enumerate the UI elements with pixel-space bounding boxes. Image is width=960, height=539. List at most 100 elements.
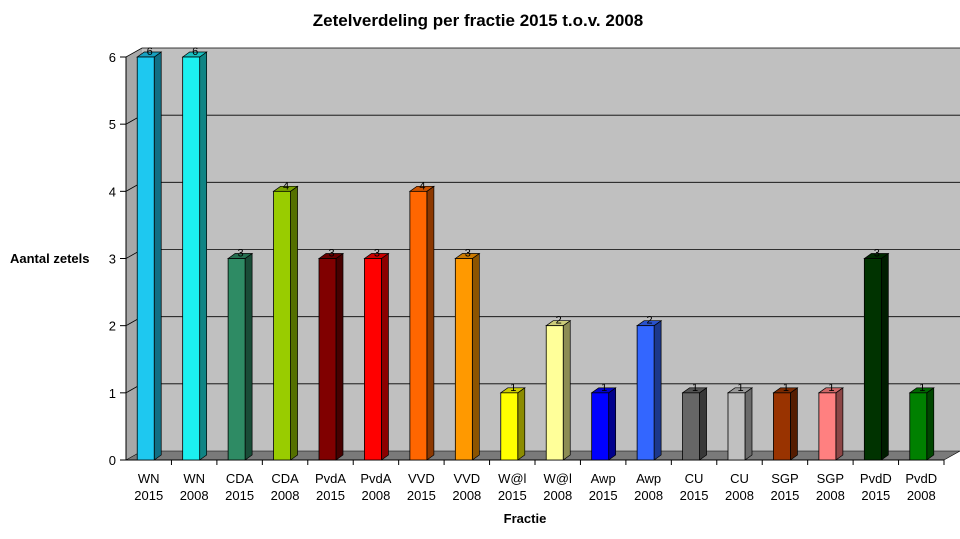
x-tick-label-year: 2015: [589, 488, 618, 503]
bar: [318, 258, 337, 461]
bar-side: [880, 252, 889, 461]
bar-side: [290, 185, 298, 461]
bar: [636, 325, 655, 461]
data-label: 1: [783, 382, 789, 394]
data-label: 4: [419, 180, 425, 192]
data-label: 3: [328, 248, 334, 260]
bar-side: [699, 387, 707, 461]
x-tick-label: CDA: [226, 471, 254, 486]
x-tick-label-year: 2015: [861, 488, 890, 503]
x-tick-label-year: 2008: [452, 488, 481, 503]
data-label: 6: [192, 46, 198, 58]
x-tick-label: PvdA: [315, 471, 346, 486]
x-tick-label: CU: [685, 471, 704, 486]
x-tick-label-year: 2008: [271, 488, 300, 503]
x-tick-label: Awp: [636, 471, 661, 486]
bar: [727, 392, 746, 461]
x-tick-label: WN: [183, 471, 205, 486]
bar-side: [471, 252, 480, 461]
bar-side: [562, 319, 571, 461]
bar-side: [199, 51, 208, 461]
bar-side: [517, 387, 526, 461]
x-tick-label-year: 2008: [634, 488, 663, 503]
y-tick-label: 0: [109, 453, 116, 468]
x-tick-label: WN: [138, 471, 160, 486]
x-tick-label: CU: [730, 471, 749, 486]
x-tick-label: W@l: [498, 471, 526, 486]
bar-side: [153, 51, 162, 461]
x-tick-label: Awp: [591, 471, 616, 486]
x-tick-label: SGP: [771, 471, 798, 486]
data-label: 6: [147, 46, 153, 58]
data-label: 3: [874, 248, 880, 260]
chart-title: Zetelverdeling per fractie 2015 t.o.v. 2…: [313, 11, 643, 30]
x-tick-label: VVD: [453, 471, 480, 486]
bar: [409, 190, 428, 461]
x-tick-label-year: 2015: [316, 488, 345, 503]
data-label: 3: [374, 248, 380, 260]
x-tick-label-year: 2008: [180, 488, 209, 503]
data-label: 3: [238, 248, 244, 260]
bar: [500, 392, 519, 461]
bar: [227, 258, 246, 461]
x-tick-label-year: 2008: [543, 488, 572, 503]
y-axis-title: Aantal zetels: [10, 251, 89, 266]
x-tick-label-year: 2008: [907, 488, 936, 503]
plot-area: 0 1 2 3 4 5 6 6 WN 2015 6 WN 2008 3 CDA 2015 4 CDA 2008 3 Pv…: [109, 46, 960, 503]
gridline: [125, 47, 960, 58]
data-label: 1: [601, 382, 607, 394]
data-label: 1: [692, 382, 698, 394]
bar: [454, 258, 473, 461]
x-tick-label-year: 2008: [361, 488, 390, 503]
x-tick-label: PvdA: [360, 471, 391, 486]
x-tick-label-year: 2015: [225, 488, 254, 503]
x-tick-label-year: 2015: [498, 488, 527, 503]
bar: [818, 392, 837, 461]
data-label: 1: [919, 382, 925, 394]
bar: [136, 56, 155, 461]
y-tick-label: 5: [109, 117, 116, 132]
x-tick-label: PvdD: [905, 471, 937, 486]
data-label: 4: [283, 180, 289, 192]
x-tick-label: SGP: [817, 471, 844, 486]
data-label: 1: [510, 382, 516, 394]
x-tick-label: W@l: [544, 471, 572, 486]
bar: [591, 392, 610, 461]
x-tick-label-year: 2008: [816, 488, 845, 503]
bar: [773, 392, 791, 461]
y-tick-label: 1: [109, 386, 116, 401]
bar-side: [926, 387, 935, 461]
x-tick-label-year: 2015: [407, 488, 436, 503]
x-tick-label-year: 2015: [134, 488, 163, 503]
x-axis-title: Fractie: [504, 511, 547, 526]
bar-side: [426, 185, 435, 461]
x-tick-label: PvdD: [860, 471, 892, 486]
bar-side: [653, 319, 662, 461]
bar: [682, 392, 700, 461]
y-tick-label: 6: [109, 50, 116, 65]
bar: [545, 325, 564, 461]
data-label: 1: [737, 382, 743, 394]
x-tick-label-year: 2015: [680, 488, 709, 503]
y-tick-label: 3: [109, 252, 116, 267]
bar-side: [790, 387, 798, 461]
x-tick-label-year: 2008: [725, 488, 754, 503]
data-label: 1: [828, 382, 834, 394]
bar-side: [335, 252, 344, 461]
bar-side: [835, 387, 844, 461]
bar-side: [244, 252, 253, 461]
y-tick-label: 4: [109, 184, 116, 199]
bar-side: [744, 387, 753, 461]
data-label: 3: [465, 248, 471, 260]
bar-side: [608, 387, 617, 461]
x-tick-label-year: 2015: [770, 488, 799, 503]
x-tick-label: VVD: [408, 471, 435, 486]
bar: [182, 56, 201, 461]
data-label: 2: [556, 315, 562, 327]
bar: [364, 258, 382, 461]
bar: [909, 392, 928, 461]
bar: [273, 190, 291, 461]
bar: [863, 258, 882, 461]
